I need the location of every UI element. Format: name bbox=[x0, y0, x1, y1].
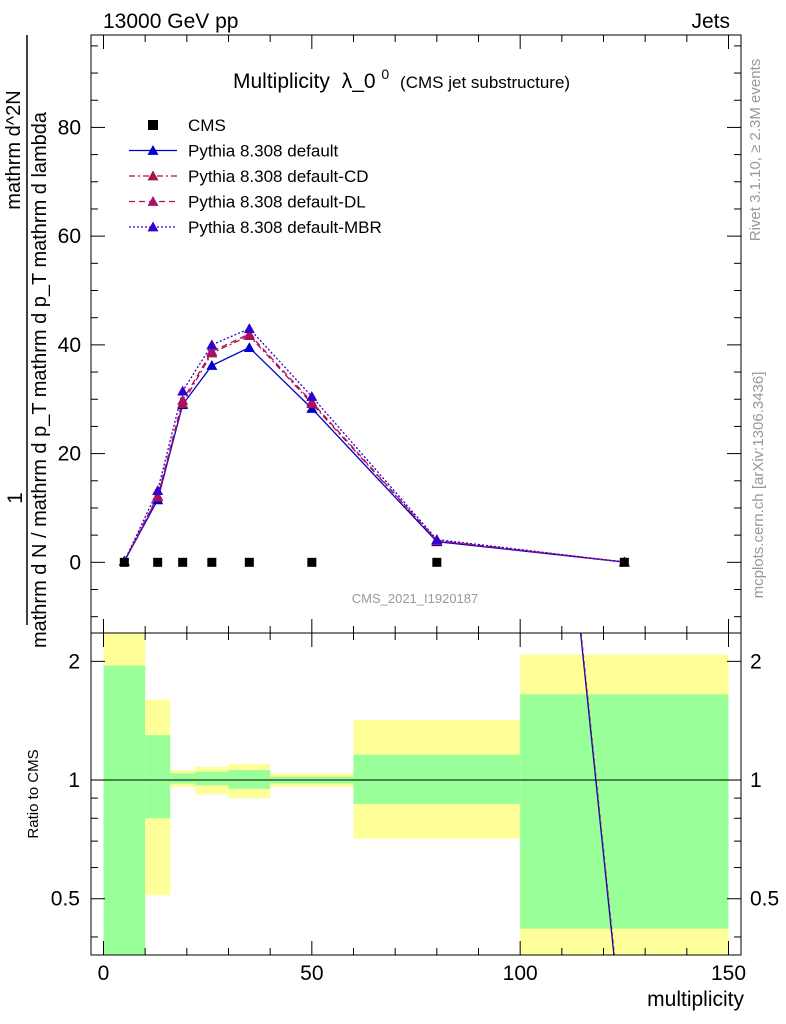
ylabel-denominator: mathrm d N / mathrm d p_T mathrm d p_T m… bbox=[29, 111, 51, 648]
series-line bbox=[123, 346, 625, 563]
title-main: Multiplicity bbox=[233, 70, 330, 93]
series-line bbox=[123, 334, 625, 563]
marker-triangle bbox=[147, 145, 159, 155]
y-tick-label: 80 bbox=[58, 116, 81, 139]
ratio-axis-ticks bbox=[91, 633, 741, 955]
x-axis-label: multiplicity bbox=[647, 988, 744, 1011]
y-tick-label: 1 bbox=[68, 769, 80, 792]
marker-triangle bbox=[243, 342, 255, 352]
data-point bbox=[307, 557, 317, 567]
legend: CMS Pythia 8.308 default Pythia 8.308 defa… bbox=[129, 116, 382, 237]
ratio-lines bbox=[91, 632, 741, 956]
y-tick-label: 60 bbox=[58, 225, 81, 248]
header-left: 13000 GeV pp bbox=[103, 10, 238, 33]
ratio-curve bbox=[579, 632, 615, 956]
marker-triangle bbox=[306, 391, 318, 401]
data-point bbox=[207, 557, 217, 567]
uncertainty-band-inner bbox=[170, 773, 196, 784]
ratio-bands bbox=[103, 633, 729, 955]
marker-triangle bbox=[206, 339, 218, 350]
rivet-label: Rivet 3.1.10, ≥ 2.3M events bbox=[747, 59, 764, 242]
marker-triangle bbox=[152, 490, 164, 501]
x-tick-labels: 0 50 100 150 bbox=[98, 962, 746, 985]
legend-label: Pythia 8.308 default bbox=[188, 142, 339, 161]
marker-triangle bbox=[147, 221, 159, 232]
y-tick-label: 20 bbox=[58, 443, 81, 466]
x-tick-label: 50 bbox=[300, 962, 323, 985]
series-line bbox=[123, 333, 625, 563]
y-tick-label: 0 bbox=[69, 551, 81, 574]
marker-triangle bbox=[147, 170, 159, 181]
y-tick-label: 1 bbox=[750, 769, 762, 792]
data-point bbox=[244, 557, 254, 567]
legend-label: CMS bbox=[188, 116, 226, 135]
main-y-tick-labels: 0 20 40 60 80 bbox=[58, 116, 81, 574]
y-tick-label: 40 bbox=[58, 334, 81, 357]
ratio-curve bbox=[580, 632, 616, 956]
x-tick-label: 100 bbox=[503, 962, 538, 985]
uncertainty-band-inner bbox=[353, 754, 521, 804]
y-tick-label: 0.5 bbox=[51, 888, 80, 911]
legend-label: Pythia 8.308 default-DL bbox=[188, 193, 366, 212]
header-right: Jets bbox=[691, 10, 730, 33]
y-tick-label: 0.5 bbox=[750, 888, 779, 911]
legend-label: Pythia 8.308 default-CD bbox=[188, 167, 369, 186]
data-point bbox=[619, 557, 629, 567]
y-axis-label: 1 mathrm d N / mathrm d p_T mathrm d p_T… bbox=[3, 35, 51, 648]
marker-triangle bbox=[152, 485, 164, 495]
mcplots-label: mcplots.cern.ch [arXiv:1306.3436] bbox=[750, 372, 767, 599]
marker-triangle bbox=[177, 394, 189, 405]
series-line bbox=[123, 327, 625, 563]
ratio-ylabel: Ratio to CMS bbox=[25, 749, 42, 838]
marker-triangle bbox=[243, 328, 255, 339]
x-tick-label: 0 bbox=[98, 962, 110, 985]
ratio-y-tick-labels: 0.5 0.5 1 1 2 2 bbox=[51, 650, 779, 910]
uncertainty-band-inner bbox=[103, 665, 146, 955]
ylabel-one: 1 bbox=[4, 492, 27, 504]
legend-marker bbox=[148, 120, 158, 130]
title-lambda: λ_0 bbox=[342, 70, 376, 93]
ratio-panel-frame bbox=[90, 632, 742, 956]
ylabel-numerator: mathrm d^2N bbox=[3, 90, 25, 209]
uncertainty-band-inner bbox=[195, 771, 229, 786]
data-point bbox=[432, 557, 442, 567]
title-sub: (CMS jet substructure) bbox=[400, 73, 570, 92]
uncertainty-band-inner bbox=[228, 770, 271, 789]
marker-triangle bbox=[177, 385, 189, 396]
marker-triangle bbox=[243, 323, 255, 333]
data-point bbox=[153, 557, 163, 567]
marker-triangle bbox=[147, 196, 159, 206]
watermark: CMS_2021_I1920187 bbox=[352, 591, 479, 606]
x-tick-label: 150 bbox=[711, 962, 746, 985]
y-tick-label: 2 bbox=[750, 650, 762, 673]
legend-label: Pythia 8.308 default-MBR bbox=[188, 218, 382, 237]
title-sup: 0 bbox=[381, 66, 389, 82]
marker-triangle bbox=[206, 360, 218, 370]
y-tick-label: 2 bbox=[68, 650, 80, 673]
svg-text:Multiplicity λ_0 0: Multiplicity λ_0 0 (CMS jet substructure… bbox=[233, 61, 570, 93]
series-layer bbox=[118, 323, 630, 567]
marker-triangle bbox=[306, 396, 318, 407]
data-point bbox=[178, 557, 188, 567]
data-point bbox=[119, 557, 129, 567]
uncertainty-band-inner bbox=[520, 694, 729, 929]
marker-triangle bbox=[431, 533, 443, 544]
main-axis-ticks bbox=[91, 35, 741, 633]
plot-title: Multiplicity λ_0 0 (CMS jet substructure… bbox=[233, 61, 570, 93]
marker-triangle bbox=[206, 345, 218, 356]
uncertainty-band-inner bbox=[145, 735, 171, 819]
